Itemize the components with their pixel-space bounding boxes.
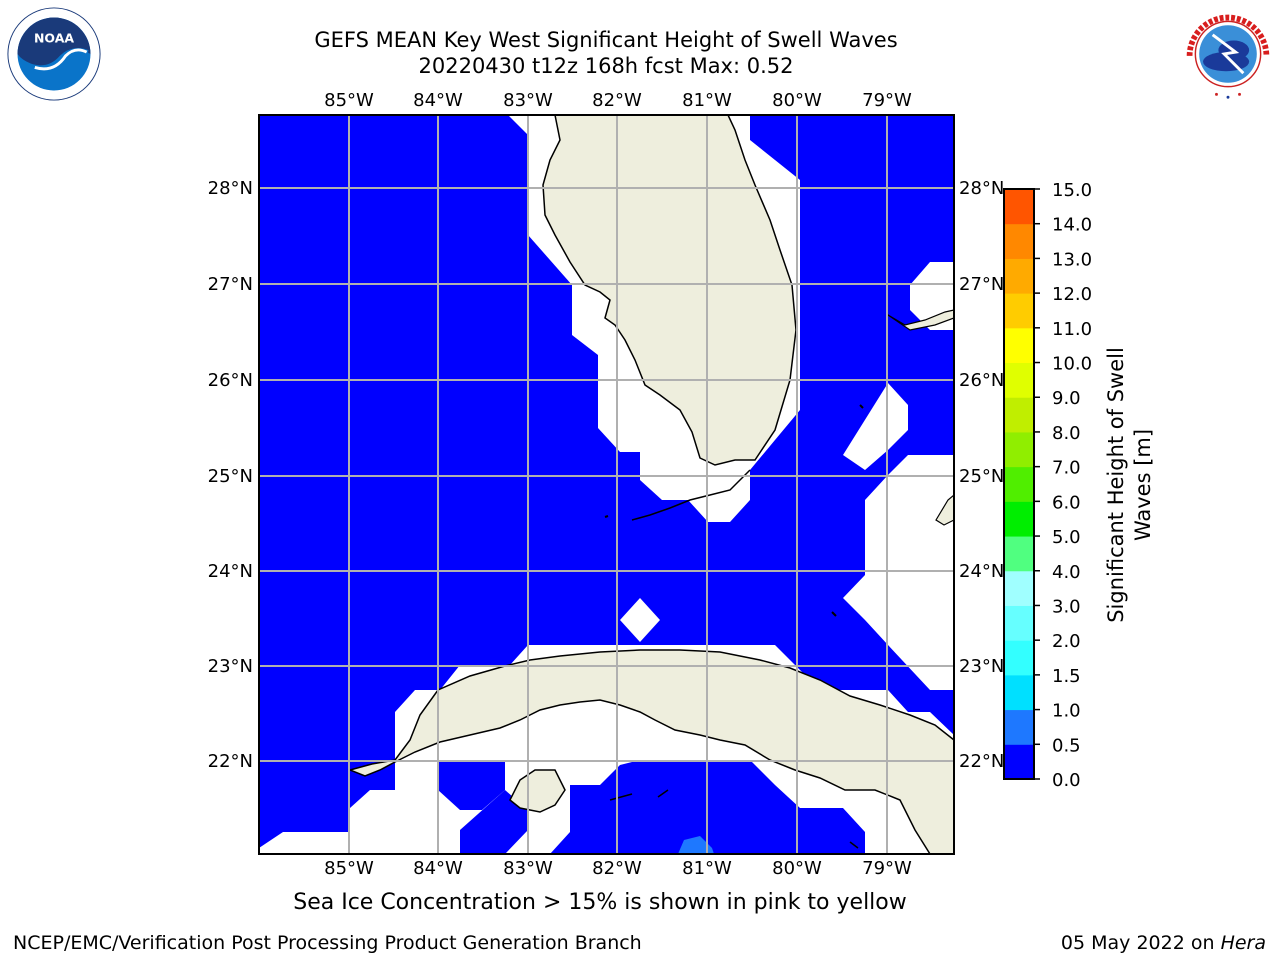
dry-tortugas: [604, 515, 609, 518]
colorbar-bin: [1004, 397, 1034, 433]
lat-label: 28°N: [208, 178, 253, 199]
lon-label: 85°W: [324, 858, 374, 879]
colorbar-tick-label: 4.0: [1052, 562, 1081, 583]
colorbar-frame: [1003, 188, 1035, 780]
lat-label: 28°N: [959, 178, 1004, 199]
lon-label: 83°W: [503, 858, 553, 879]
colorbar-tick-label: 9.0: [1052, 388, 1081, 409]
nws-logo: [1183, 9, 1273, 99]
colorbar-bin: [1004, 362, 1034, 398]
lon-label: 84°W: [413, 858, 463, 879]
colorbar-bin: [1004, 223, 1034, 259]
colorbar-tick-label: 0.5: [1052, 735, 1081, 756]
colorbar-bin: [1004, 744, 1034, 780]
colorbar-label-line1: Significant Height of Swell: [1104, 347, 1128, 623]
lat-label: 24°N: [208, 561, 253, 582]
isle-of-youth: [509, 769, 566, 813]
florida-keys: [631, 469, 751, 521]
lat-label: 27°N: [959, 274, 1004, 295]
colorbar-tick-label: 8.0: [1052, 423, 1081, 444]
colorbar-bin: [1004, 431, 1034, 468]
colorbar-bin: [1004, 258, 1034, 294]
lon-label: 81°W: [682, 858, 732, 879]
swell-band-2-patch: [678, 836, 714, 854]
colorbar-bin: [1004, 536, 1034, 572]
colorbar-tick-label: 3.0: [1052, 596, 1081, 617]
credit-date-text: 05 May 2022 on: [1060, 932, 1221, 954]
lat-label: 27°N: [208, 274, 253, 295]
colorbar-ticks: 0.0 0.5 1.0 1.5 2.0 3.0 4.0 5.0 6.0 7.0 8.0 9.0 10.0…: [1034, 180, 1092, 791]
credit-date: 05 May 2022 on Hera: [1061, 932, 1266, 954]
colorbar-tick-label: 1.5: [1052, 666, 1081, 687]
florida-land: [528, 115, 797, 466]
credit-branch: NCEP/EMC/Verification Post Processing Pr…: [13, 932, 642, 954]
lat-label: 22°N: [208, 751, 253, 772]
colorbar-bin: [1004, 189, 1034, 225]
map-frame: [258, 114, 955, 855]
colorbar-tick-label: 1.0: [1052, 701, 1081, 722]
colorbar-bin: [1004, 674, 1034, 711]
colorbar-tick-label: 10.0: [1052, 354, 1092, 375]
lon-label: 80°W: [772, 858, 822, 879]
credit-machine: Hera: [1220, 932, 1266, 954]
lon-labels-bottom: 85°W 84°W 83°W 82°W 81°W 80°W 79°W: [324, 858, 912, 879]
lat-label: 23°N: [208, 656, 253, 677]
colorbar-tick-label: 11.0: [1052, 319, 1092, 340]
lat-labels-left: 28°N 27°N 26°N 25°N 24°N 23°N 22°N: [208, 178, 253, 772]
lon-label: 80°W: [772, 90, 822, 111]
colorbar-bin: [1004, 293, 1034, 329]
colorbar-tick-label: 13.0: [1052, 249, 1092, 270]
colorbar-bin: [1004, 570, 1034, 606]
colorbar-tick-label: 15.0: [1052, 180, 1092, 201]
colorbar: [1003, 188, 1035, 780]
lon-label: 84°W: [413, 90, 463, 111]
plot-title: GEFS MEAN Key West Significant Height of…: [314, 28, 898, 52]
graticule: [259, 115, 954, 854]
colorbar-bin: [1004, 605, 1034, 641]
colorbar-bin: [1004, 501, 1034, 537]
lon-label: 79°W: [862, 858, 912, 879]
lat-label: 22°N: [959, 751, 1004, 772]
noaa-logo-text: NOAA: [34, 30, 74, 45]
lat-labels-right: 28°N 27°N 26°N 25°N 24°N 23°N 22°N: [959, 178, 1004, 772]
plot-subtitle: 20220430 t12z 168h fcst Max: 0.52: [418, 54, 794, 78]
lat-label: 26°N: [959, 370, 1004, 391]
sea-ice-note: Sea Ice Concentration > 15% is shown in …: [293, 890, 907, 915]
lon-label: 79°W: [862, 90, 912, 111]
colorbar-bin: [1004, 466, 1034, 502]
lon-label: 85°W: [324, 90, 374, 111]
lon-label: 82°W: [592, 858, 642, 879]
colorbar-tick-label: 6.0: [1052, 492, 1081, 513]
colorbar-tick-label: 12.0: [1052, 284, 1092, 305]
lat-label: 24°N: [959, 561, 1004, 582]
cuba-land: [347, 649, 954, 854]
colorbar-tick-label: 0.0: [1052, 770, 1081, 791]
colorbar-label-line2: Waves [m]: [1131, 429, 1155, 541]
lon-labels-top: 85°W 84°W 83°W 82°W 81°W 80°W 79°W: [324, 90, 912, 111]
noaa-logo: NOAA: [7, 7, 101, 101]
colorbar-tick-label: 5.0: [1052, 527, 1081, 548]
lat-label: 25°N: [959, 466, 1004, 487]
lat-label: 23°N: [959, 656, 1004, 677]
andros-island: [935, 494, 954, 526]
lon-label: 83°W: [503, 90, 553, 111]
colorbar-bin: [1004, 327, 1034, 364]
colorbar-tick-label: 7.0: [1052, 458, 1081, 479]
grand-bahama: [887, 309, 954, 331]
lon-label: 81°W: [682, 90, 732, 111]
lat-label: 26°N: [208, 370, 253, 391]
lat-label: 25°N: [208, 466, 253, 487]
lon-label: 82°W: [592, 90, 642, 111]
colorbar-bin: [1004, 709, 1034, 745]
colorbar-bin: [1004, 640, 1034, 676]
colorbar-tick-label: 14.0: [1052, 215, 1092, 236]
colorbar-tick-label: 2.0: [1052, 631, 1081, 652]
